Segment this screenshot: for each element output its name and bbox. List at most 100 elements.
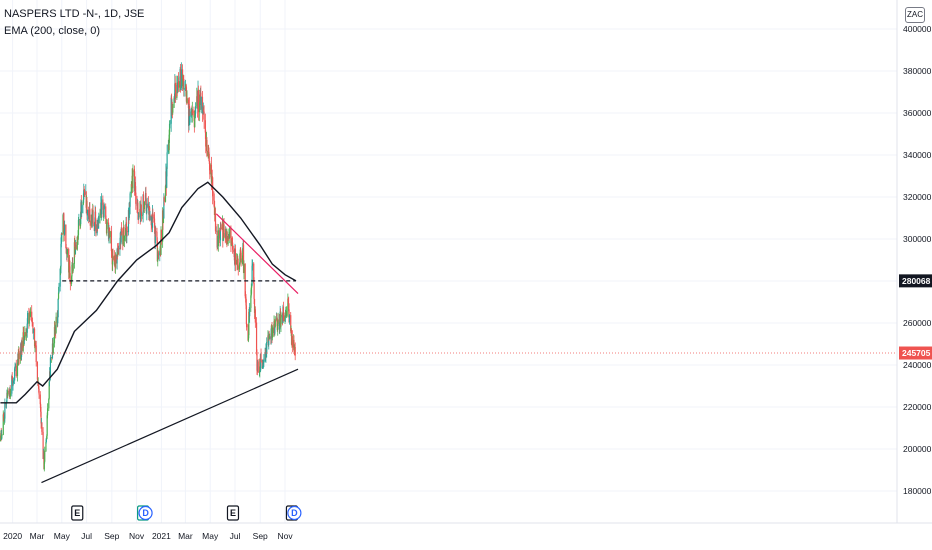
candle (245, 299, 247, 331)
candle-body (134, 182, 136, 193)
candle-body (82, 199, 84, 205)
candle-body (153, 218, 156, 228)
candle (174, 74, 176, 103)
candle-body (240, 252, 242, 263)
candle (112, 248, 114, 272)
candle (247, 334, 250, 343)
price-axis-labels: 1800002000002200002400002600002800003000… (903, 24, 932, 496)
candle-body (189, 115, 191, 117)
candle-body (40, 404, 42, 412)
earnings-marker (71, 505, 84, 521)
candle-body (268, 333, 270, 339)
candle-body (179, 81, 181, 88)
candle-body (70, 276, 73, 284)
candle-body (38, 382, 40, 389)
candle-body (154, 231, 156, 244)
currency-badge[interactable]: ZAC (905, 7, 925, 23)
candle (16, 359, 19, 382)
candle-body (233, 252, 235, 257)
candle (11, 372, 13, 382)
candle (9, 388, 12, 400)
candle (27, 310, 29, 325)
candle (110, 225, 113, 258)
candle (211, 172, 213, 184)
candle-body (75, 244, 77, 250)
candle-body (7, 390, 9, 397)
candle-body (12, 379, 14, 387)
candle (164, 184, 167, 203)
candle-body (42, 431, 44, 459)
time-tick-label: Mar (30, 531, 45, 541)
candle-body (57, 298, 59, 318)
candle (112, 248, 114, 262)
candle-body (101, 199, 103, 215)
candle (283, 312, 285, 322)
candle-body (107, 222, 110, 240)
candle-body (180, 87, 182, 90)
candle-body (52, 343, 54, 354)
candle-body (109, 231, 111, 237)
candle-body (125, 222, 128, 237)
candle (35, 340, 37, 367)
candle-body (142, 194, 145, 208)
candle (134, 176, 136, 196)
time-tick-label: May (54, 531, 71, 541)
ema-price-label-text: 280068 (902, 276, 931, 286)
candle-body (40, 411, 42, 424)
candle-body (137, 213, 139, 217)
candle-body (239, 253, 241, 265)
candle-body (234, 248, 237, 265)
candle (28, 311, 30, 327)
candle-body (207, 150, 209, 156)
candle (166, 144, 168, 177)
candle-body (135, 192, 137, 204)
candle-body (227, 236, 229, 245)
candle-body (193, 113, 195, 117)
candle-body (247, 324, 249, 341)
candle-body (251, 285, 253, 288)
candle (287, 297, 289, 304)
candle-body (45, 438, 47, 443)
candle (103, 202, 105, 219)
candle (46, 412, 48, 439)
candle (24, 326, 26, 341)
candle (48, 397, 50, 412)
time-tick-label: Sep (253, 531, 268, 541)
candle-body (92, 210, 94, 223)
candle (279, 321, 281, 335)
candle-body (102, 204, 104, 218)
candle-body (265, 349, 267, 359)
candle-body (162, 210, 164, 242)
candle (64, 220, 66, 236)
candle-body (256, 351, 258, 371)
candle-body (94, 223, 96, 231)
candle (265, 343, 267, 363)
candle-body (14, 368, 16, 381)
candle-body (196, 96, 198, 103)
candle-body (94, 211, 97, 225)
candle (75, 241, 77, 250)
time-axis-labels: 2020 Mar May Jul Sep Nov 2021 Mar May Jul Sep Nov (3, 531, 293, 541)
candle-body (203, 111, 205, 121)
candle-body (83, 190, 86, 195)
candle-body (208, 151, 210, 162)
candle-body (97, 218, 99, 229)
candle-body (59, 266, 62, 269)
candle-body (14, 366, 16, 369)
candle (226, 230, 228, 248)
candle (230, 225, 232, 252)
candle-body (69, 280, 71, 284)
candle-body (88, 209, 90, 220)
candle (155, 226, 157, 237)
candle-body (173, 98, 175, 108)
candle-body (166, 152, 168, 169)
candle-body (288, 302, 290, 310)
candle-body (149, 207, 151, 221)
candle-body (12, 383, 14, 387)
candle-body (74, 246, 76, 254)
candle-body (286, 310, 288, 316)
candle (123, 235, 126, 248)
candle-body (186, 92, 188, 103)
